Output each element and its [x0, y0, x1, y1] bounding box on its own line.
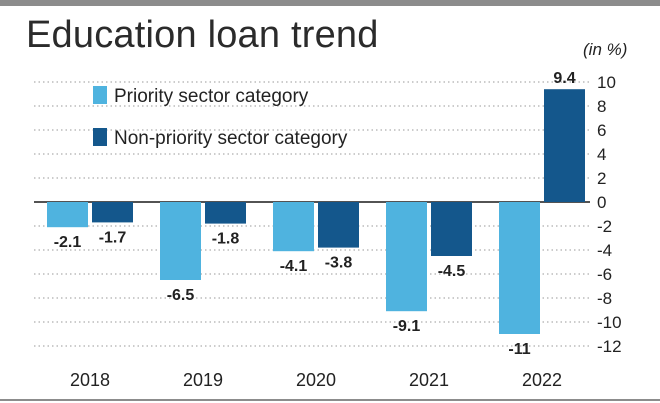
data-label: -1.8 — [212, 231, 240, 248]
data-label: -1.7 — [99, 229, 127, 246]
legend-swatch — [93, 86, 107, 104]
top-band — [0, 0, 660, 6]
y-tick-label: 4 — [597, 145, 606, 164]
data-label: 9.4 — [553, 70, 575, 87]
bar — [431, 202, 472, 256]
bar — [92, 202, 133, 223]
x-tick-label: 2019 — [183, 370, 223, 390]
legend: Priority sector category Non-priority sec… — [93, 86, 348, 149]
y-tick-label: -2 — [597, 217, 612, 236]
chart-title: Education loan trend — [26, 14, 379, 56]
y-tick-label: 8 — [597, 97, 606, 116]
bar — [273, 202, 314, 252]
y-tick-label: 10 — [597, 73, 616, 92]
data-label: -6.5 — [167, 287, 195, 304]
bar — [160, 202, 201, 280]
bar — [318, 202, 359, 248]
bars — [47, 89, 585, 334]
x-tick-label: 2018 — [70, 370, 110, 390]
y-tick-label: -6 — [597, 265, 612, 284]
x-axis: 2018 2019 2020 2021 2022 — [70, 370, 562, 390]
data-label: -9.1 — [393, 318, 421, 335]
unit-label: (in %) — [583, 40, 628, 59]
bar — [386, 202, 427, 312]
data-label: -11 — [508, 341, 530, 358]
bar — [47, 202, 88, 228]
y-tick-label: -8 — [597, 289, 612, 308]
x-tick-label: 2020 — [296, 370, 336, 390]
legend-label: Non-priority sector category — [114, 128, 348, 149]
y-tick-label: 2 — [597, 169, 606, 188]
y-tick-label: 0 — [597, 193, 606, 212]
y-tick-label: 6 — [597, 121, 606, 140]
y-tick-label: -10 — [597, 313, 622, 332]
bar — [544, 89, 585, 202]
data-label: -3.8 — [325, 255, 353, 272]
legend-swatch — [93, 128, 107, 146]
bar — [499, 202, 540, 334]
y-axis: 10 8 6 4 2 0 -2 -4 -6 -8 -10 -12 — [597, 73, 622, 356]
data-labels: -2.1 -1.7 -6.5 -1.8 -4.1 -3.8 -9.1 -4.5 -11 9.4 — [54, 70, 576, 358]
legend-label: Priority sector category — [114, 86, 309, 107]
bar — [205, 202, 246, 224]
data-label: -4.1 — [280, 258, 308, 275]
y-tick-label: -4 — [597, 241, 612, 260]
data-label: -2.1 — [54, 234, 82, 251]
bottom-rule — [0, 399, 660, 401]
y-tick-label: -12 — [597, 337, 622, 356]
data-label: -4.5 — [438, 263, 466, 280]
x-tick-label: 2021 — [409, 370, 449, 390]
x-tick-label: 2022 — [522, 370, 562, 390]
